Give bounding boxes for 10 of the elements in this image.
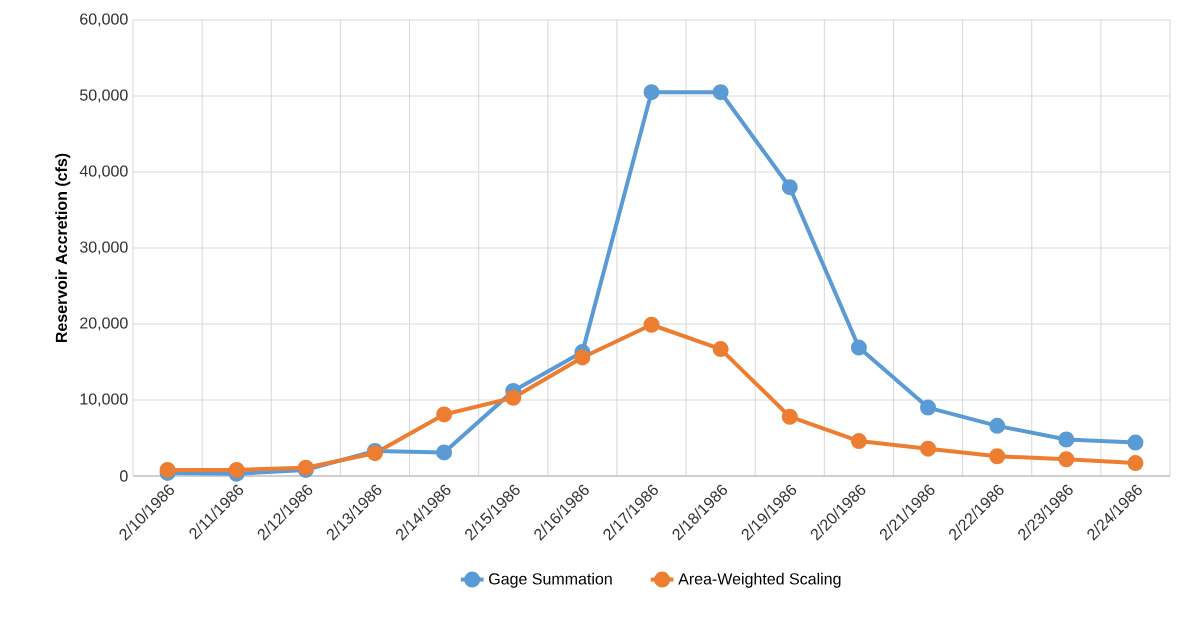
y-tick-label: 10,000 bbox=[80, 393, 128, 407]
y-axis-title: Reservoir Accretion (cfs) bbox=[55, 153, 71, 343]
legend-label: Gage Summation bbox=[489, 572, 612, 588]
y-tick-label: 30,000 bbox=[79, 241, 128, 255]
y-tick-label: 20,000 bbox=[80, 317, 128, 331]
legend-label: Area-Weighted Scaling bbox=[678, 572, 841, 588]
y-tick-label: 40,000 bbox=[79, 165, 128, 179]
y-tick-label: 0 bbox=[120, 470, 128, 482]
y-tick-label: 50,000 bbox=[80, 89, 128, 103]
y-tick-label: 60,000 bbox=[80, 13, 128, 27]
